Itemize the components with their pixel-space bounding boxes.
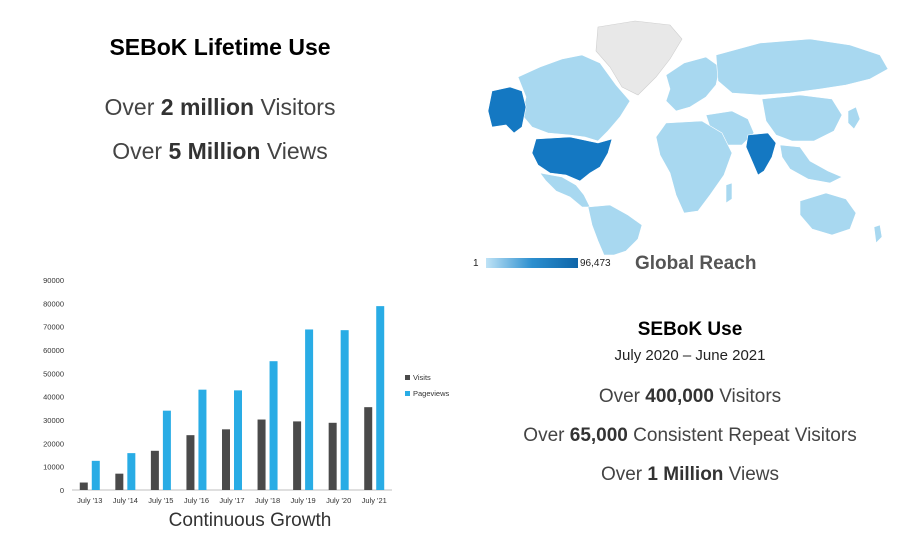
lifetime-views-suffix: Views	[260, 138, 328, 164]
bar-pageviews	[340, 330, 349, 490]
use-visitors-prefix: Over	[598, 386, 646, 407]
map-region-europe	[665, 56, 721, 112]
x-tick-label: July '15	[148, 496, 173, 505]
x-tick-label: July '18	[255, 496, 280, 505]
bar-pageviews	[376, 306, 385, 490]
map-region-united-states	[531, 136, 613, 182]
y-tick-label: 30000	[43, 416, 64, 425]
legend-swatch-visits	[405, 375, 410, 380]
use-views-suffix: Views	[723, 464, 780, 485]
map-region-africa	[655, 120, 733, 214]
map-region-new-zealand	[873, 224, 883, 244]
bar-pageviews	[127, 453, 136, 490]
use-views-prefix: Over	[600, 464, 648, 485]
legend: Visits Pageviews	[405, 373, 450, 398]
lifetime-views-prefix: Over	[112, 138, 169, 164]
use-repeat-stat: Over 65,000 Consistent Repeat Visitors	[490, 425, 890, 447]
world-map	[470, 15, 895, 277]
chart-caption: Continuous Growth	[168, 510, 332, 531]
y-tick-label: 60000	[43, 346, 64, 355]
use-views-value: 1 Million	[647, 464, 724, 485]
use-repeat-prefix: Over	[523, 425, 570, 446]
lifetime-visitors-stat: Over 2 million Visitors	[60, 94, 380, 121]
use-repeat-value: 65,000	[569, 425, 628, 446]
lifetime-views-value: 5 Million	[168, 138, 261, 164]
x-tick-label: July '14	[113, 496, 138, 505]
x-axis: July '13 July '14 July '15 July '16 July '17…	[72, 489, 392, 505]
map-region-southeast-asia	[779, 144, 843, 184]
lifetime-visitors-prefix: Over	[104, 94, 161, 120]
y-tick-label: 80000	[43, 299, 64, 308]
y-tick-label: 20000	[43, 439, 64, 448]
bar-visits	[79, 482, 88, 490]
y-tick-label: 90000	[43, 276, 64, 285]
use-visitors-suffix: Visitors	[713, 386, 782, 407]
use-visitors-value: 400,000	[645, 386, 714, 407]
bar-pageviews	[198, 389, 207, 490]
map-region-central-america	[539, 172, 591, 208]
map-caption: Global Reach	[635, 253, 757, 274]
map-scale-max: 96,473	[580, 258, 611, 269]
x-tick-label: July '13	[77, 496, 102, 505]
lifetime-visitors-suffix: Visitors	[254, 94, 336, 120]
map-scale-min: 1	[473, 258, 479, 269]
bar-pageviews	[269, 361, 278, 490]
map-region-russia	[715, 38, 889, 96]
bar-pageviews	[305, 329, 314, 490]
bar-visits	[328, 422, 337, 490]
y-tick-label: 40000	[43, 393, 64, 402]
x-tick-label: July '21	[362, 496, 387, 505]
legend-label-visits: Visits	[413, 373, 431, 382]
lifetime-views-stat: Over 5 Million Views	[60, 138, 380, 165]
lifetime-title: SEBoK Lifetime Use	[109, 34, 331, 60]
y-tick-label: 10000	[43, 463, 64, 472]
x-tick-label: July '19	[291, 496, 316, 505]
map-region-japan	[847, 106, 861, 130]
bar-pageviews	[234, 390, 242, 490]
map-region-india	[745, 132, 777, 176]
map-region-alaska	[487, 86, 527, 134]
lifetime-visitors-value: 2 million	[160, 94, 255, 120]
bars	[79, 306, 385, 490]
bar-visits	[115, 473, 124, 490]
bar-pageviews	[162, 410, 171, 490]
world-map-graphic	[487, 20, 889, 255]
x-tick-label: July '20	[326, 496, 351, 505]
bar-visits	[257, 419, 266, 490]
use-title: SEBoK Use	[637, 319, 743, 340]
map-region-madagascar	[725, 182, 733, 204]
bar-pageviews	[91, 460, 100, 490]
map-region-canada	[517, 54, 631, 142]
use-repeat-suffix: Consistent Repeat Visitors	[627, 425, 857, 446]
bar-visits	[186, 435, 195, 490]
bar-visits	[150, 450, 159, 490]
bar-visits	[364, 407, 373, 490]
map-region-australia	[799, 192, 857, 236]
y-tick-label: 0	[60, 486, 64, 495]
use-views-stat: Over 1 Million Views	[490, 464, 890, 486]
y-tick-label: 70000	[43, 323, 64, 332]
x-tick-label: July '16	[184, 496, 209, 505]
legend-label-pageviews: Pageviews	[413, 389, 450, 398]
map-region-south-america	[587, 204, 643, 255]
use-period: July 2020 – June 2021	[614, 347, 766, 364]
use-visitors-stat: Over 400,000 Visitors	[490, 386, 890, 408]
x-tick-label: July '17	[219, 496, 244, 505]
map-color-scale	[486, 258, 578, 268]
map-region-greenland	[595, 20, 683, 96]
legend-swatch-pageviews	[405, 391, 410, 396]
y-tick-label: 50000	[43, 369, 64, 378]
map-region-east-asia	[761, 94, 843, 142]
y-axis: 0 10000 20000 30000 40000 50000 60000 70000 8000…	[43, 276, 64, 495]
growth-bar-chart: 0 10000 20000 30000 40000 50000 60000 70000 8000…	[43, 276, 450, 505]
bar-visits	[293, 421, 302, 490]
bar-visits	[222, 429, 230, 490]
